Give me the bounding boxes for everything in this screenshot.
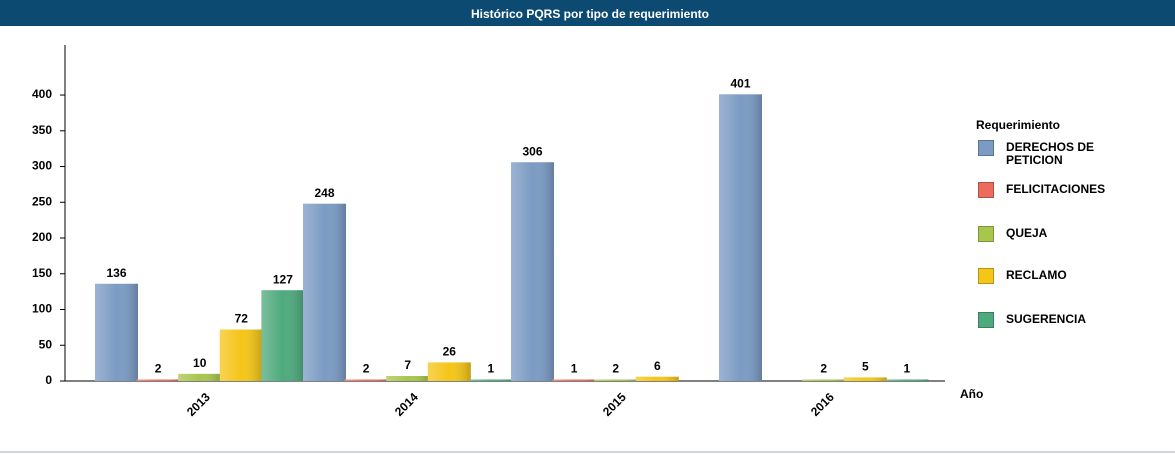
bar-shade — [303, 203, 346, 381]
legend-item: QUEJA — [978, 226, 1158, 242]
value-label: 2 — [612, 362, 619, 376]
legend-swatch — [978, 226, 994, 242]
bar-shade — [386, 375, 430, 381]
bar-shade — [511, 162, 554, 381]
legend-swatch — [978, 268, 994, 284]
bar-shade — [843, 377, 887, 381]
bar-shade — [344, 379, 388, 381]
y-tick-label: 100 — [32, 302, 52, 316]
x-tick-label: 2016 — [808, 390, 837, 419]
y-tick-label: 350 — [32, 123, 52, 137]
value-label: 5 — [862, 360, 869, 374]
x-tick-label: 2013 — [184, 390, 213, 419]
value-label: 1 — [571, 362, 578, 376]
header-bar — [0, 0, 1175, 26]
y-tick-label: 0 — [45, 373, 52, 387]
bar-shade — [635, 376, 679, 381]
value-label: 2 — [363, 362, 370, 376]
value-label: 26 — [443, 345, 457, 359]
legend-label: SUGERENCIA — [1006, 312, 1087, 326]
legend-title: Requerimiento — [976, 118, 1061, 132]
bar-shade — [802, 379, 846, 381]
bar-shade — [469, 379, 513, 381]
legend-label: QUEJA — [1006, 226, 1048, 240]
y-tick-label: 250 — [32, 194, 52, 208]
y-tick-label: 200 — [32, 230, 52, 244]
value-label: 10 — [193, 356, 207, 370]
legend-label: DERECHOS DE PETICION — [1006, 140, 1095, 167]
bar-shade — [136, 379, 180, 381]
bar-shade — [552, 379, 596, 381]
value-label: 248 — [314, 186, 334, 200]
value-label: 1 — [488, 362, 495, 376]
legend-swatch — [978, 312, 994, 328]
bar-shade — [95, 283, 138, 381]
value-label: 1 — [904, 362, 911, 376]
y-tick-label: 400 — [32, 87, 52, 101]
bar-shade — [178, 373, 222, 381]
value-label: 136 — [106, 266, 126, 280]
bar-shade — [594, 379, 638, 381]
value-label: 306 — [522, 144, 542, 158]
y-tick-label: 50 — [39, 337, 53, 351]
x-axis-label: Año — [960, 387, 983, 401]
legend-label: FELICITACIONES — [1006, 182, 1106, 196]
bar-shade — [261, 290, 305, 381]
value-label: 127 — [273, 272, 293, 286]
value-label: 7 — [404, 358, 411, 372]
value-label: 6 — [654, 359, 661, 373]
bar-shade — [427, 362, 471, 381]
legend: Requerimiento DERECHOS DE PETICION FELICI… — [976, 118, 1166, 328]
y-tick-label: 150 — [32, 266, 52, 280]
x-tick-label: 2014 — [392, 390, 421, 419]
legend-swatch — [978, 182, 994, 198]
legend-item: SUGERENCIA — [978, 312, 1158, 328]
x-tick-label: 2015 — [600, 390, 629, 419]
y-tick-label: 300 — [32, 159, 52, 173]
legend-swatch — [978, 140, 994, 156]
value-label: 2 — [820, 362, 827, 376]
value-label: 72 — [235, 312, 249, 326]
legend-label: RECLAMO — [1006, 268, 1067, 282]
bar-shade — [885, 379, 929, 381]
value-label: 2 — [155, 362, 162, 376]
bar-shade — [719, 94, 762, 381]
legend-item: DERECHOS DE PETICION — [978, 140, 1158, 167]
chart-title: Histórico PQRS por tipo de requerimiento — [471, 7, 709, 21]
bar-shade — [219, 329, 263, 381]
legend-item: RECLAMO — [978, 268, 1158, 284]
legend-item: FELICITACIONES — [978, 182, 1158, 198]
value-label: 401 — [730, 76, 750, 90]
